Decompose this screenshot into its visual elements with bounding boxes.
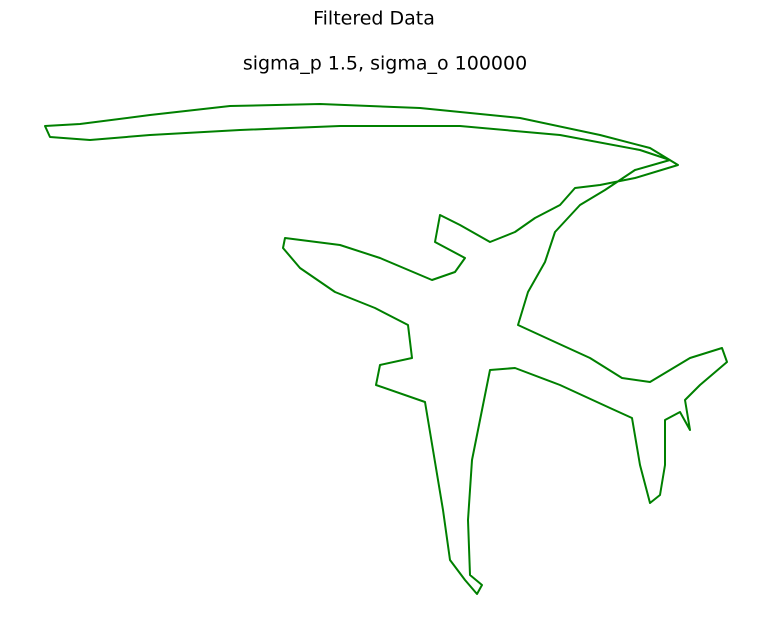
chart-title: sigma_p 1.5, sigma_o 100000 (243, 53, 527, 75)
data-line (44, 103, 728, 595)
chart-suptitle: Filtered Data (313, 8, 435, 30)
